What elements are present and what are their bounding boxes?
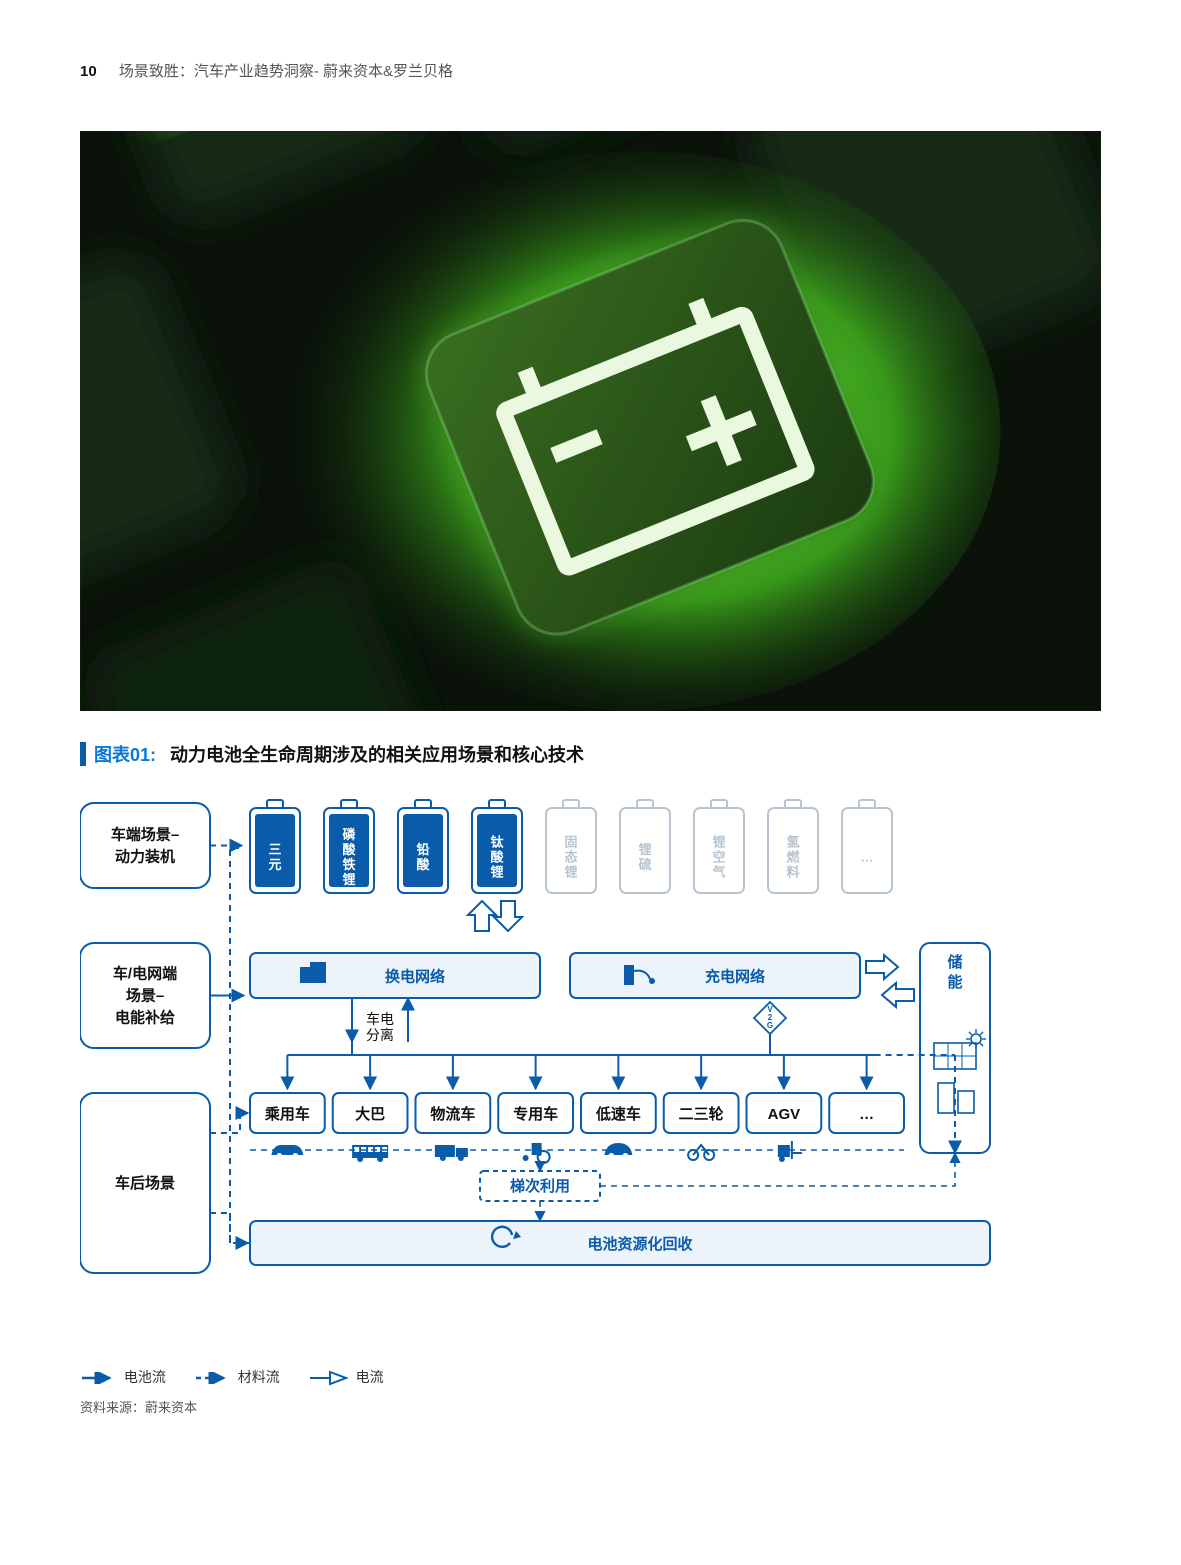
hero-image <box>80 131 1101 711</box>
svg-text:三: 三 <box>268 842 281 857</box>
svg-text:锂: 锂 <box>564 865 577 880</box>
svg-text:AGV: AGV <box>768 1106 801 1123</box>
svg-text:动力装机: 动力装机 <box>115 848 175 866</box>
svg-text:电池资源化回收: 电池资源化回收 <box>587 1235 692 1253</box>
svg-text:专用车: 专用车 <box>513 1105 558 1123</box>
svg-text:二三轮: 二三轮 <box>679 1105 724 1123</box>
svg-text:G: G <box>767 1021 773 1030</box>
figure-title-row: 图表01: 动力电池全生命周期涉及的相关应用场景和核心技术 <box>80 741 1101 767</box>
svg-text:车端场景–: 车端场景– <box>111 826 179 844</box>
category-box <box>80 803 210 888</box>
svg-text:乘用车: 乘用车 <box>264 1105 310 1123</box>
page-number: 10 <box>80 63 97 80</box>
svg-text:钛: 钛 <box>489 835 504 850</box>
lifecycle-diagram: 车端场景–动力装机车/电网端场景–电能补给车后场景三元磷酸铁锂铅酸钛酸锂固态锂锂… <box>80 793 1101 1353</box>
figure-label: 图表01: <box>94 741 156 767</box>
svg-text:氢: 氢 <box>786 835 799 850</box>
legend-solid: 电池流 <box>80 1367 166 1387</box>
svg-text:电能补给: 电能补给 <box>115 1009 175 1027</box>
svg-text:物流车: 物流车 <box>430 1105 475 1123</box>
svg-text:锂: 锂 <box>342 872 355 887</box>
svg-text:分离: 分离 <box>366 1027 394 1043</box>
svg-text:燃: 燃 <box>786 850 800 865</box>
svg-text:硫: 硫 <box>638 857 651 872</box>
figure-title: 动力电池全生命周期涉及的相关应用场景和核心技术 <box>170 741 584 767</box>
svg-text:空: 空 <box>712 850 725 865</box>
svg-text:换电网络: 换电网络 <box>385 968 445 986</box>
svg-text:充电网络: 充电网络 <box>705 968 765 986</box>
svg-text:固: 固 <box>564 835 577 850</box>
svg-text:料: 料 <box>786 865 799 880</box>
svg-text:…: … <box>859 1106 874 1123</box>
svg-text:锂: 锂 <box>712 835 725 850</box>
svg-text:铁: 铁 <box>341 857 355 872</box>
svg-text:大巴: 大巴 <box>355 1105 385 1123</box>
svg-text:储: 储 <box>947 953 962 971</box>
svg-text:酸: 酸 <box>490 850 504 865</box>
svg-text:场景–: 场景– <box>126 987 164 1005</box>
svg-text:磷: 磷 <box>342 827 356 842</box>
svg-text:梯次利用: 梯次利用 <box>510 1177 570 1195</box>
svg-text:酸: 酸 <box>342 842 356 857</box>
legend-dashed: 材料流 <box>194 1367 280 1387</box>
svg-text:能: 能 <box>947 973 962 991</box>
svg-text:气: 气 <box>712 865 725 880</box>
svg-text:车电: 车电 <box>366 1011 394 1027</box>
svg-text:元: 元 <box>268 857 281 872</box>
svg-text:车后场景: 车后场景 <box>115 1174 175 1192</box>
svg-text:酸: 酸 <box>416 857 430 872</box>
running-title: 场景致胜：汽车产业趋势洞察- 蔚来资本&罗兰贝格 <box>119 63 453 80</box>
legend-hollow: 电流 <box>308 1367 384 1387</box>
svg-text:车/电网端: 车/电网端 <box>113 965 177 983</box>
svg-text:态: 态 <box>564 850 577 865</box>
svg-text:锂: 锂 <box>638 842 651 857</box>
running-header: 10 场景致胜：汽车产业趋势洞察- 蔚来资本&罗兰贝格 <box>80 60 1101 81</box>
svg-text:铅: 铅 <box>416 842 429 857</box>
source-line: 资料来源：蔚来资本 <box>80 1397 1101 1416</box>
legend: 电池流 材料流 电流 <box>80 1367 1101 1387</box>
svg-text:低速车: 低速车 <box>595 1105 641 1123</box>
svg-text:锂: 锂 <box>490 865 503 880</box>
svg-text:…: … <box>861 850 874 865</box>
title-accent-bar <box>80 742 86 766</box>
